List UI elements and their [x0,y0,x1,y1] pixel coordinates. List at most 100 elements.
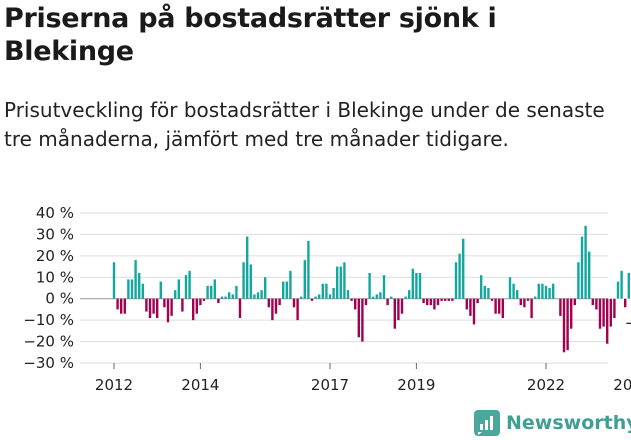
bar [472,298,476,325]
bar [595,298,598,310]
bar [112,262,116,299]
bar [613,298,616,318]
bar [220,296,224,299]
bar [188,270,191,299]
bar [235,285,238,299]
bar [523,298,526,308]
bar [620,270,623,299]
bar [606,298,609,344]
y-tick-label: −30 % [23,354,74,372]
bar [562,298,566,353]
bar [534,296,537,299]
bar [166,298,170,323]
bar [598,298,602,329]
bar [541,283,544,299]
bar [285,281,288,299]
bar [134,260,137,299]
bar [264,277,267,299]
bar [566,298,569,351]
bar [426,298,429,306]
bar [591,298,594,306]
bar [382,275,386,299]
bar [210,285,213,299]
bar [174,290,177,299]
bar [390,296,393,299]
bar [159,281,162,299]
bar [580,236,584,299]
bar [228,292,231,299]
bar [584,225,587,299]
bar [602,298,605,327]
bar [375,294,378,299]
y-tick-label: 10 % [36,268,74,286]
bar [152,298,155,314]
bar [303,260,306,299]
bar [501,298,504,318]
bar [444,298,447,301]
bar [418,273,422,299]
bar [343,262,346,299]
bar [588,251,591,299]
bar [253,294,256,299]
bar [310,298,314,301]
bar [192,298,195,321]
bar [325,283,328,299]
bar [246,236,249,299]
bar [519,298,522,306]
x-tick-label: 2022 [527,376,565,394]
bar [332,288,335,299]
bar [116,298,119,310]
bar [364,298,368,306]
bar [354,298,357,310]
bar [577,262,580,299]
bar [336,266,339,299]
bar [537,283,540,299]
bar [177,279,180,299]
y-tick-label: −20 % [23,333,74,351]
bar [292,298,296,308]
bar [573,298,576,306]
bar [224,296,227,299]
bar [483,285,486,299]
bar [616,281,620,299]
y-tick-label: 40 % [36,204,74,222]
bar [368,273,371,299]
chart-title: Priserna på bostadsrätter sjönk i Blekin… [4,3,497,67]
bar [127,279,130,299]
bar [480,275,483,299]
bar [609,298,612,327]
bar [397,298,400,321]
bar [206,285,209,299]
bar [260,290,263,299]
y-tick-label: −10 % [23,311,74,329]
bar [415,273,418,299]
bar [372,296,375,299]
bar [570,298,573,329]
bar [454,262,458,299]
bar [552,283,555,299]
bar [624,298,627,308]
bar [249,264,252,299]
bar [422,298,425,303]
bar [487,288,490,299]
bar [123,298,126,314]
bar [256,292,260,299]
y-tick-label: 30 % [36,225,74,243]
bar [429,298,432,306]
bar [433,298,436,310]
bar [202,298,206,301]
bar [548,288,551,299]
bar [462,238,465,299]
bar [138,273,141,299]
bar [408,290,411,299]
bar [231,294,234,299]
bar [296,298,299,321]
y-tick-label: 20 % [36,247,74,265]
bar [498,298,501,314]
newsworthy-logo-text: Newsworthy [506,412,631,434]
bar [217,298,220,303]
x-tick-label: 2019 [397,376,435,394]
bar [458,253,461,299]
bar [145,298,148,312]
bar [282,281,285,299]
